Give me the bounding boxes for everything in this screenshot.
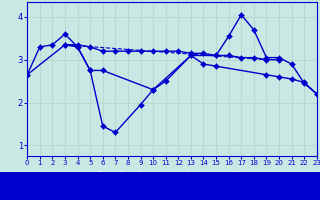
- X-axis label: Graphe des températures (°c): Graphe des températures (°c): [96, 170, 248, 180]
